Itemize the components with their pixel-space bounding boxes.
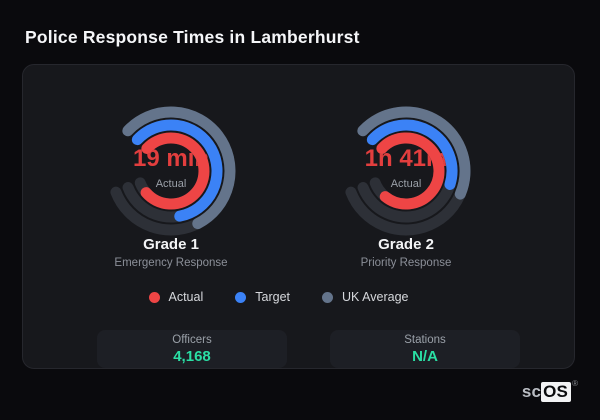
- logo-prefix-text: sc: [521, 382, 542, 401]
- legend-label-uk-average: UK Average: [342, 290, 409, 304]
- grade-2-subtitle: Priority Response: [360, 257, 452, 269]
- gauge-grade-2: 1h 41m Actual Grade 2 Priority Response: [326, 96, 486, 270]
- stat-label-stations: Stations: [404, 333, 446, 346]
- stat-card-officers: Officers 4,168: [97, 330, 287, 368]
- legend-dot-target-icon: [235, 291, 247, 303]
- legend: Actual Target UK Average: [3, 290, 554, 304]
- gauge-grade-1: 19 min Actual Grade 1 Emergency Response: [91, 96, 251, 270]
- stat-value-officers: 4,168: [173, 347, 211, 365]
- stat-value-stations: N/A: [412, 347, 438, 365]
- legend-item-uk-average[interactable]: UK Average: [322, 290, 408, 304]
- stat-card-stations: Stations N/A: [330, 330, 520, 368]
- gauge-value-label-grade-2: Actual: [390, 177, 422, 190]
- stats-row: Officers 4,168 Stations N/A: [33, 330, 584, 368]
- legend-item-actual[interactable]: Actual: [148, 290, 204, 304]
- registered-mark-icon: ®: [572, 379, 578, 388]
- logo-box-text: OS: [541, 382, 572, 402]
- gauge-value-label-grade-1: Actual: [155, 177, 187, 190]
- gauge-rings-grade-1: 19 min Actual: [96, 96, 246, 246]
- grade-2-name: Grade 2: [378, 236, 434, 253]
- legend-label-target: Target: [255, 290, 290, 304]
- scos-logo: sc OS ®: [521, 379, 578, 402]
- grade-1-name: Grade 1: [143, 236, 199, 253]
- legend-item-target[interactable]: Target: [235, 290, 290, 304]
- legend-dot-actual-icon: [148, 291, 160, 303]
- gauges-row: 19 min Actual Grade 1 Emergency Response…: [13, 96, 564, 270]
- gauge-rings-grade-2: 1h 41m Actual: [331, 96, 481, 246]
- grade-1-subtitle: Emergency Response: [114, 257, 228, 269]
- page-title: Police Response Times in Lamberhurst: [25, 27, 360, 47]
- legend-label-actual: Actual: [168, 290, 204, 304]
- stat-label-officers: Officers: [172, 333, 212, 346]
- response-times-card: 19 min Actual Grade 1 Emergency Response…: [22, 64, 575, 369]
- legend-dot-uk-average-icon: [322, 291, 333, 303]
